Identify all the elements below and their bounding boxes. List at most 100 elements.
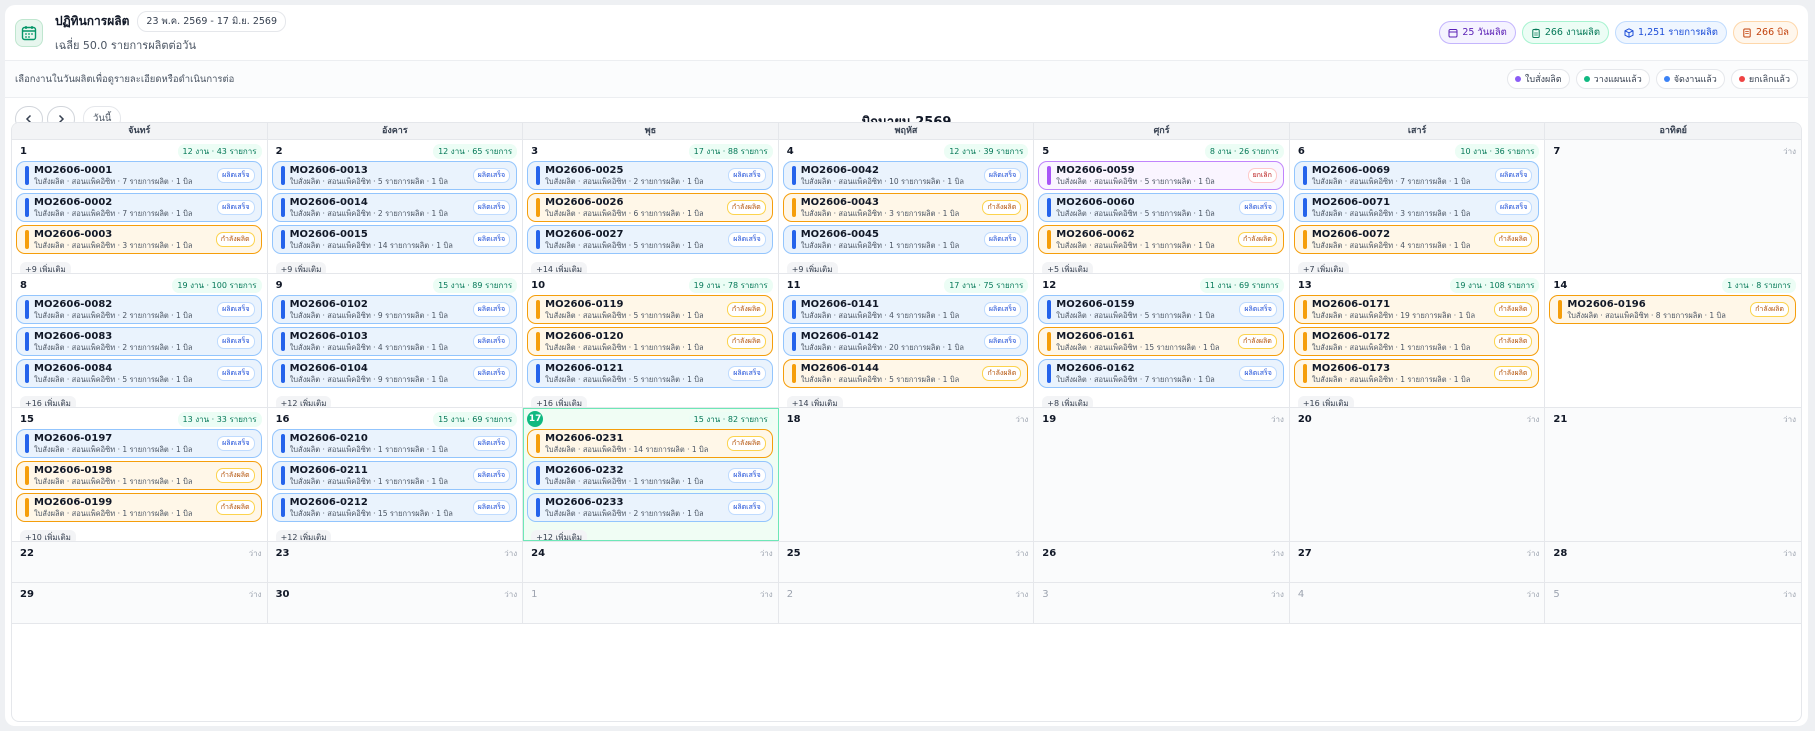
show-more-link[interactable]: +10 เพิ่มเติม bbox=[20, 530, 76, 541]
order-card[interactable]: MO2606-0003 ใบสั่งผลิต · สอนแพ็คอิซิท · 3… bbox=[16, 225, 262, 254]
order-card[interactable]: MO2606-0083 ใบสั่งผลิต · สอนแพ็คอิซิท · 2… bbox=[16, 327, 262, 356]
show-more-link[interactable]: +9 เพิ่มเติม bbox=[786, 262, 838, 273]
day-cell[interactable]: 15 13 งาน · 33 รายการ MO2606-0197 ใบสั่งผลิ… bbox=[12, 408, 268, 541]
order-card[interactable]: MO2606-0197 ใบสั่งผลิต · สอนแพ็คอิซิท · 1… bbox=[16, 429, 262, 458]
day-cell[interactable]: 6 10 งาน · 36 รายการ MO2606-0069 ใบสั่งผลิต… bbox=[1290, 140, 1546, 273]
day-cell[interactable]: 17 15 งาน · 82 รายการ MO2606-0231 ใบสั่งผลิ… bbox=[523, 408, 779, 541]
day-cell[interactable]: 3 ว่าง bbox=[1034, 583, 1290, 623]
show-more-link[interactable]: +16 เพิ่มเติม bbox=[1297, 396, 1354, 407]
day-cell[interactable]: 26 ว่าง bbox=[1034, 542, 1290, 582]
order-card[interactable]: MO2606-0002 ใบสั่งผลิต · สอนแพ็คอิซิท · 7… bbox=[16, 193, 262, 222]
order-card[interactable]: MO2606-0082 ใบสั่งผลิต · สอนแพ็คอิซิท · 2… bbox=[16, 295, 262, 324]
day-cell[interactable]: 2 ว่าง bbox=[778, 583, 1035, 623]
order-meta: ใบสั่งผลิต · สอนแพ็คอิซิท · 14 รายการผลิ… bbox=[289, 240, 453, 250]
order-card[interactable]: MO2606-0141 ใบสั่งผลิต · สอนแพ็คอิซิท · 4… bbox=[782, 295, 1029, 324]
order-card[interactable]: MO2606-0014 ใบสั่งผลิต · สอนแพ็คอิซิท · 2… bbox=[271, 193, 518, 222]
day-cell[interactable]: 21 ว่าง bbox=[1545, 408, 1801, 541]
day-cell[interactable]: 9 15 งาน · 89 รายการ MO2606-0102 ใบสั่งผลิต… bbox=[268, 274, 524, 407]
day-cell[interactable]: 29 ว่าง bbox=[12, 583, 268, 623]
order-card[interactable]: MO2606-0102 ใบสั่งผลิต · สอนแพ็คอิซิท · 9… bbox=[271, 295, 518, 324]
day-cell[interactable]: 16 15 งาน · 69 รายการ MO2606-0210 ใบสั่งผลิ… bbox=[268, 408, 524, 541]
order-card[interactable]: MO2606-0103 ใบสั่งผลิต · สอนแพ็คอิซิท · 4… bbox=[271, 327, 518, 356]
order-card[interactable]: MO2606-0042 ใบสั่งผลิต · สอนแพ็คอิซิท · 1… bbox=[782, 161, 1029, 190]
order-card[interactable]: MO2606-0062 ใบสั่งผลิต · สอนแพ็คอิซิท · 1… bbox=[1038, 225, 1284, 254]
order-card[interactable]: MO2606-0172 ใบสั่งผลิต · สอนแพ็คอิซิท · 1… bbox=[1293, 327, 1540, 356]
day-cell[interactable]: 27 ว่าง bbox=[1289, 542, 1546, 582]
order-card[interactable]: MO2606-0072 ใบสั่งผลิต · สอนแพ็คอิซิท · 4… bbox=[1293, 225, 1540, 254]
day-cell[interactable]: 22 ว่าง bbox=[12, 542, 268, 582]
order-card[interactable]: MO2606-0045 ใบสั่งผลิต · สอนแพ็คอิซิท · 1… bbox=[782, 225, 1029, 254]
order-card[interactable]: MO2606-0233 ใบสั่งผลิต · สอนแพ็คอิซิท · 2… bbox=[527, 493, 773, 522]
day-cell[interactable]: 14 1 งาน · 8 รายการ MO2606-0196 ใบสั่งผลิต … bbox=[1545, 274, 1801, 407]
show-more-link[interactable]: +12 เพิ่มเติม bbox=[275, 396, 332, 407]
day-cell[interactable]: 4 ว่าง bbox=[1289, 583, 1546, 623]
day-cell[interactable]: 7 ว่าง bbox=[1545, 140, 1801, 273]
day-cell[interactable]: 1 12 งาน · 43 รายการ MO2606-0001 ใบสั่งผลิต… bbox=[12, 140, 268, 273]
show-more-link[interactable]: +12 เพิ่มเติม bbox=[275, 530, 332, 541]
show-more-link[interactable]: +7 เพิ่มเติม bbox=[1297, 262, 1349, 273]
order-card[interactable]: MO2606-0071 ใบสั่งผลิต · สอนแพ็คอิซิท · 3… bbox=[1293, 193, 1540, 222]
order-card[interactable]: MO2606-0171 ใบสั่งผลิต · สอนแพ็คอิซิท · 1… bbox=[1293, 295, 1540, 324]
show-more-link[interactable]: +5 เพิ่มเติม bbox=[1042, 262, 1094, 273]
show-more-link[interactable]: +14 เพิ่มเติม bbox=[531, 262, 588, 273]
order-card[interactable]: MO2606-0196 ใบสั่งผลิต · สอนแพ็คอิซิท · 8… bbox=[1549, 295, 1796, 324]
status-badge: ผลิตเสร็จ bbox=[728, 468, 766, 483]
show-more-link[interactable]: +14 เพิ่มเติม bbox=[786, 396, 843, 407]
day-cell[interactable]: 13 19 งาน · 108 รายการ MO2606-0171 ใบสั่งผล… bbox=[1290, 274, 1546, 407]
show-more-link[interactable]: +9 เพิ่มเติม bbox=[20, 262, 71, 273]
order-card[interactable]: MO2606-0084 ใบสั่งผลิต · สอนแพ็คอิซิท · 5… bbox=[16, 359, 262, 388]
show-more-link[interactable]: +12 เพิ่มเติม bbox=[531, 530, 588, 541]
order-card[interactable]: MO2606-0013 ใบสั่งผลิต · สอนแพ็คอิซิท · 5… bbox=[271, 161, 518, 190]
order-card[interactable]: MO2606-0015 ใบสั่งผลิต · สอนแพ็คอิซิท · 1… bbox=[271, 225, 518, 254]
order-card-text: MO2606-0102 ใบสั่งผลิต · สอนแพ็คอิซิท · 9… bbox=[290, 299, 511, 321]
order-card[interactable]: MO2606-0231 ใบสั่งผลิต · สอนแพ็คอิซิท · 1… bbox=[527, 429, 773, 458]
day-cell[interactable]: 30 ว่าง bbox=[267, 583, 524, 623]
day-cell[interactable]: 11 17 งาน · 75 รายการ MO2606-0141 ใบสั่งผลิ… bbox=[779, 274, 1035, 407]
order-card[interactable]: MO2606-0144 ใบสั่งผลิต · สอนแพ็คอิซิท · 5… bbox=[782, 359, 1029, 388]
day-cell[interactable]: 23 ว่าง bbox=[267, 542, 524, 582]
order-card[interactable]: MO2606-0120 ใบสั่งผลิต · สอนแพ็คอิซิท · 1… bbox=[527, 327, 773, 356]
day-cell[interactable]: 3 17 งาน · 88 รายการ MO2606-0025 ใบสั่งผลิต… bbox=[523, 140, 779, 273]
order-card[interactable]: MO2606-0162 ใบสั่งผลิต · สอนแพ็คอิซิท · 7… bbox=[1038, 359, 1284, 388]
order-card[interactable]: MO2606-0025 ใบสั่งผลิต · สอนแพ็คอิซิท · 2… bbox=[527, 161, 773, 190]
day-cell[interactable]: 12 11 งาน · 69 รายการ MO2606-0159 ใบสั่งผลิ… bbox=[1034, 274, 1290, 407]
order-card[interactable]: MO2606-0159 ใบสั่งผลิต · สอนแพ็คอิซิท · 5… bbox=[1038, 295, 1284, 324]
order-card[interactable]: MO2606-0001 ใบสั่งผลิต · สอนแพ็คอิซิท · 7… bbox=[16, 161, 262, 190]
day-cell[interactable]: 5 ว่าง bbox=[1545, 583, 1801, 623]
day-cell[interactable]: 25 ว่าง bbox=[778, 542, 1035, 582]
day-cell[interactable]: 18 ว่าง bbox=[778, 408, 1035, 541]
order-card[interactable]: MO2606-0173 ใบสั่งผลิต · สอนแพ็คอิซิท · 1… bbox=[1293, 359, 1540, 388]
day-cell[interactable]: 4 12 งาน · 39 รายการ MO2606-0042 ใบสั่งผลิต… bbox=[779, 140, 1035, 273]
order-card[interactable]: MO2606-0121 ใบสั่งผลิต · สอนแพ็คอิซิท · 5… bbox=[527, 359, 773, 388]
legend-item: วางแผนแล้ว bbox=[1575, 69, 1650, 89]
show-more-link[interactable]: +16 เพิ่มเติม bbox=[20, 396, 76, 407]
order-card[interactable]: MO2606-0210 ใบสั่งผลิต · สอนแพ็คอิซิท · 1… bbox=[271, 429, 518, 458]
order-card[interactable]: MO2606-0119 ใบสั่งผลิต · สอนแพ็คอิซิท · 5… bbox=[527, 295, 773, 324]
day-cell[interactable]: 1 ว่าง bbox=[523, 583, 779, 623]
show-more-link[interactable]: +16 เพิ่มเติม bbox=[531, 396, 588, 407]
order-card[interactable]: MO2606-0027 ใบสั่งผลิต · สอนแพ็คอิซิท · 5… bbox=[527, 225, 773, 254]
order-card[interactable]: MO2606-0104 ใบสั่งผลิต · สอนแพ็คอิซิท · 9… bbox=[271, 359, 518, 388]
order-card[interactable]: MO2606-0212 ใบสั่งผลิต · สอนแพ็คอิซิท · 1… bbox=[271, 493, 518, 522]
day-cell[interactable]: 8 19 งาน · 100 รายการ MO2606-0082 ใบสั่งผลิ… bbox=[12, 274, 268, 407]
day-cell[interactable]: 20 ว่าง bbox=[1289, 408, 1546, 541]
day-cell[interactable]: 10 19 งาน · 78 รายการ MO2606-0119 ใบสั่งผลิ… bbox=[523, 274, 779, 407]
order-card[interactable]: MO2606-0199 ใบสั่งผลิต · สอนแพ็คอิซิท · 1… bbox=[16, 493, 262, 522]
day-cell[interactable]: 24 ว่าง bbox=[523, 542, 779, 582]
day-cell[interactable]: 19 ว่าง bbox=[1034, 408, 1290, 541]
order-card[interactable]: MO2606-0198 ใบสั่งผลิต · สอนแพ็คอิซิท · 1… bbox=[16, 461, 262, 490]
order-card[interactable]: MO2606-0069 ใบสั่งผลิต · สอนแพ็คอิซิท · 7… bbox=[1293, 161, 1540, 190]
show-more-link[interactable]: +9 เพิ่มเติม bbox=[275, 262, 327, 273]
day-cell[interactable]: 28 ว่าง bbox=[1545, 542, 1801, 582]
order-card[interactable]: MO2606-0161 ใบสั่งผลิต · สอนแพ็คอิซิท · 1… bbox=[1038, 327, 1284, 356]
show-more-link[interactable]: +8 เพิ่มเติม bbox=[1042, 396, 1094, 407]
order-card[interactable]: MO2606-0043 ใบสั่งผลิต · สอนแพ็คอิซิท · 3… bbox=[782, 193, 1029, 222]
order-card[interactable]: MO2606-0060 ใบสั่งผลิต · สอนแพ็คอิซิท · 5… bbox=[1038, 193, 1284, 222]
order-card[interactable]: MO2606-0026 ใบสั่งผลิต · สอนแพ็คอิซิท · 6… bbox=[527, 193, 773, 222]
day-cell[interactable]: 2 12 งาน · 65 รายการ MO2606-0013 ใบสั่งผลิต… bbox=[268, 140, 524, 273]
order-card[interactable]: MO2606-0059 ใบสั่งผลิต · สอนแพ็คอิซิท · 5… bbox=[1038, 161, 1284, 190]
order-card[interactable]: MO2606-0232 ใบสั่งผลิต · สอนแพ็คอิซิท · 1… bbox=[527, 461, 773, 490]
order-card[interactable]: MO2606-0211 ใบสั่งผลิต · สอนแพ็คอิซิท · 1… bbox=[271, 461, 518, 490]
order-card[interactable]: MO2606-0142 ใบสั่งผลิต · สอนแพ็คอิซิท · 2… bbox=[782, 327, 1029, 356]
